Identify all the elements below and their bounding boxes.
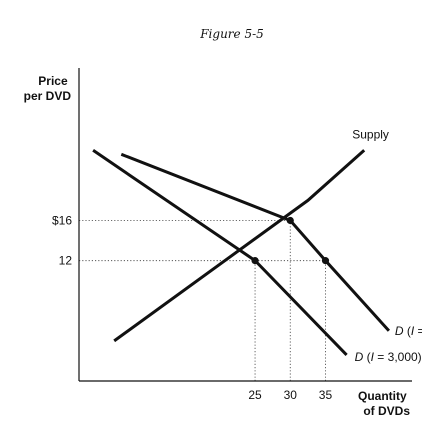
series-label-d-i-4-000: D (I = 4,000) [395,324,422,338]
y-tick-label-0: $16 [52,213,72,227]
series-line-supply [113,149,366,343]
guide-lines [79,220,326,381]
x-axis-label-line-1: Quantity [358,389,407,403]
series-label-part: I [411,324,415,338]
marker-equilibrium-1 [251,257,259,265]
series-label-d-i-3-000: D (I = 3,000) [355,350,422,364]
series-label-part: Supply [352,127,389,141]
y-tick-label-1: 12 [59,254,73,268]
series-line-d-i-3-000 [92,149,348,356]
series-label-part: = 3,000) [374,350,422,364]
series-lines [92,149,391,356]
series-line-d-i-4-000 [120,152,391,332]
chart-title: Figure 5-5 [199,27,264,41]
x-tick-label-2: 35 [319,388,333,402]
x-tick-label-0: 25 [248,388,262,402]
series-label-supply: Supply [352,127,389,141]
marker-equilibrium-2 [286,216,294,225]
x-axis-label: Quantity of DVDs [358,389,410,418]
x-tick-label-1: 30 [284,388,298,402]
y-axis-label: Price per DVD [24,74,72,103]
y-axis-label-line-2: per DVD [24,89,72,103]
chart-markers [251,216,330,265]
series-label-part: D [355,350,364,364]
y-axis-label-line-1: Price [38,74,68,88]
series-label-part: ( [404,324,411,338]
series-label-part: = 4,000) [414,324,422,338]
tick-labels: 25 30 35 $16 12 [52,213,333,402]
series-label-part: ( [363,350,370,364]
series-label-part: D [395,324,404,338]
x-axis-label-line-2: of DVDs [363,404,410,418]
marker-point-3 [321,257,330,265]
series-label-part: I [371,350,375,364]
